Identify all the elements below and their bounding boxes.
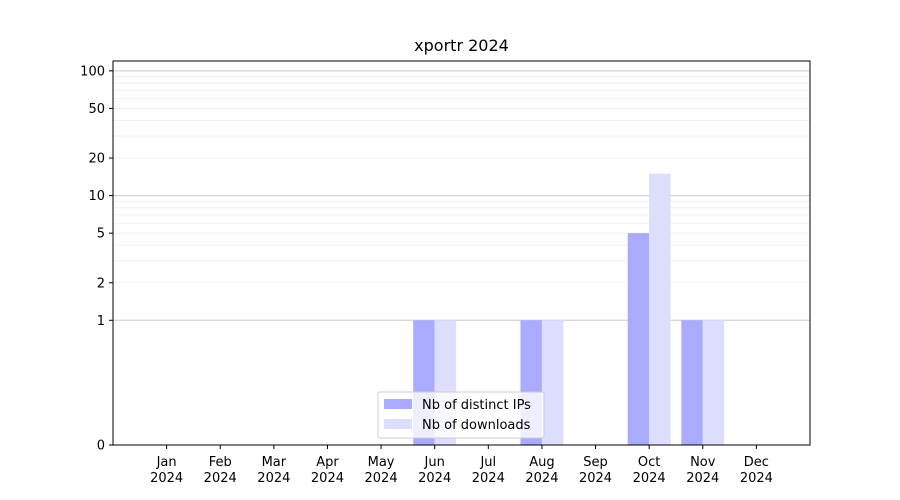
x-tick-label-month: Mar [262, 455, 287, 470]
y-tick-label: 100 [80, 64, 105, 79]
y-tick-label: 2 [97, 276, 105, 291]
x-tick-label-month: May [368, 455, 395, 470]
y-tick-label: 20 [88, 152, 105, 167]
y-tick-label: 5 [97, 227, 105, 242]
legend-swatch-ips [384, 399, 412, 409]
bar-ips-nov [681, 320, 703, 445]
x-tick-label-month: Jun [424, 455, 445, 470]
y-tick-label: 1 [97, 314, 105, 329]
x-tick-label-year: 2024 [472, 471, 505, 486]
legend-swatch-downloads [384, 419, 412, 429]
x-tick-label-month: Jul [479, 455, 496, 470]
x-tick-label-year: 2024 [418, 471, 451, 486]
x-axis: Jan2024Feb2024Mar2024Apr2024May2024Jun20… [150, 445, 773, 486]
grid-lines [113, 70, 810, 321]
x-tick-label-year: 2024 [365, 471, 398, 486]
legend-label-downloads: Nb of downloads [422, 418, 531, 433]
legend-box [377, 391, 545, 439]
y-axis: 0 1 2 5 10 20 50 100 [80, 64, 113, 454]
x-tick-label-year: 2024 [204, 471, 237, 486]
bar-downloads-aug [541, 320, 564, 445]
legend-label-ips: Nb of distinct IPs [422, 398, 531, 413]
x-tick-label-month: Apr [316, 455, 339, 470]
bar-downloads-oct [649, 173, 671, 445]
x-tick-label-month: Dec [744, 455, 769, 470]
x-tick-label-year: 2024 [686, 471, 719, 486]
chart-title: xportr 2024 [414, 36, 509, 55]
x-tick-label-month: Feb [209, 455, 232, 470]
x-tick-label-year: 2024 [579, 471, 612, 486]
y-tick-label: 50 [88, 102, 105, 117]
y-tick-label: 10 [88, 189, 105, 204]
y-tick-label: 0 [97, 439, 105, 454]
x-tick-label-month: Oct [638, 455, 660, 470]
bar-ips-oct [627, 233, 650, 445]
x-tick-label-month: Aug [529, 455, 554, 470]
x-tick-label-year: 2024 [740, 471, 773, 486]
x-tick-label-year: 2024 [525, 471, 558, 486]
plot-frame [112, 60, 811, 446]
legend: Nb of distinct IPs Nb of downloads [377, 391, 545, 439]
x-tick-label-year: 2024 [311, 471, 344, 486]
x-tick-label-month: Nov [690, 455, 716, 470]
x-tick-label-year: 2024 [150, 471, 183, 486]
x-tick-label-month: Sep [583, 455, 608, 470]
x-tick-label-month: Jan [156, 455, 177, 470]
bar-downloads-nov [702, 320, 725, 445]
x-tick-label-year: 2024 [633, 471, 666, 486]
x-tick-label-year: 2024 [257, 471, 290, 486]
